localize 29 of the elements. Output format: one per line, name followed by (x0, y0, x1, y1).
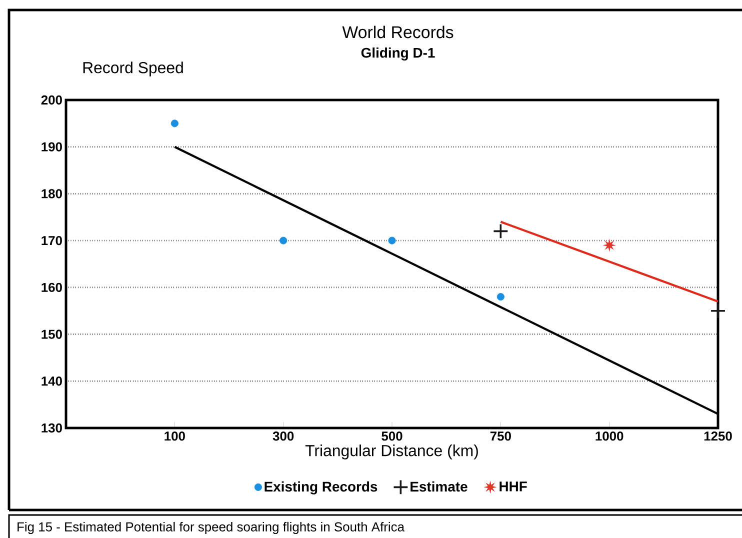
legend-label: HHF (500, 482, 527, 492)
x-tick-label: 500 (382, 432, 402, 441)
point (170, 120, 178, 128)
y-tick-label: 160 (42, 282, 62, 292)
caption: Fig 15 - Estimated Potential for speed soaring flights in South Africa (18, 522, 404, 534)
y-tick-label: 200 (41, 95, 62, 105)
legend-label: Estimate (410, 481, 468, 492)
y-tick-label: 180 (42, 189, 62, 198)
point (496, 293, 504, 301)
x-tick-label: 1000 (596, 432, 624, 441)
x-tick-label: 1250 (704, 432, 732, 441)
point (388, 236, 396, 244)
legend-label: Existing Records (264, 481, 378, 494)
point (280, 236, 288, 244)
x-axis-title: Triangular Distance (km) (305, 444, 478, 460)
y-tick-label: 150 (42, 330, 62, 339)
x-tick-label: 300 (272, 432, 294, 441)
chart-subtitle: Gliding D-1 (361, 47, 435, 61)
x-tick-label: 750 (490, 432, 511, 441)
y-tick-label: 170 (42, 236, 62, 246)
point (710, 302, 726, 319)
point (492, 223, 509, 240)
x-tick-label: 100 (164, 432, 185, 441)
y-tick-label: 140 (42, 376, 62, 386)
y-axis-title: Record Speed (83, 62, 183, 76)
chart-title: World Records (342, 26, 454, 38)
y-tick-label: 130 (42, 423, 62, 433)
point (602, 238, 616, 252)
y-tick-label: 190 (42, 142, 62, 152)
